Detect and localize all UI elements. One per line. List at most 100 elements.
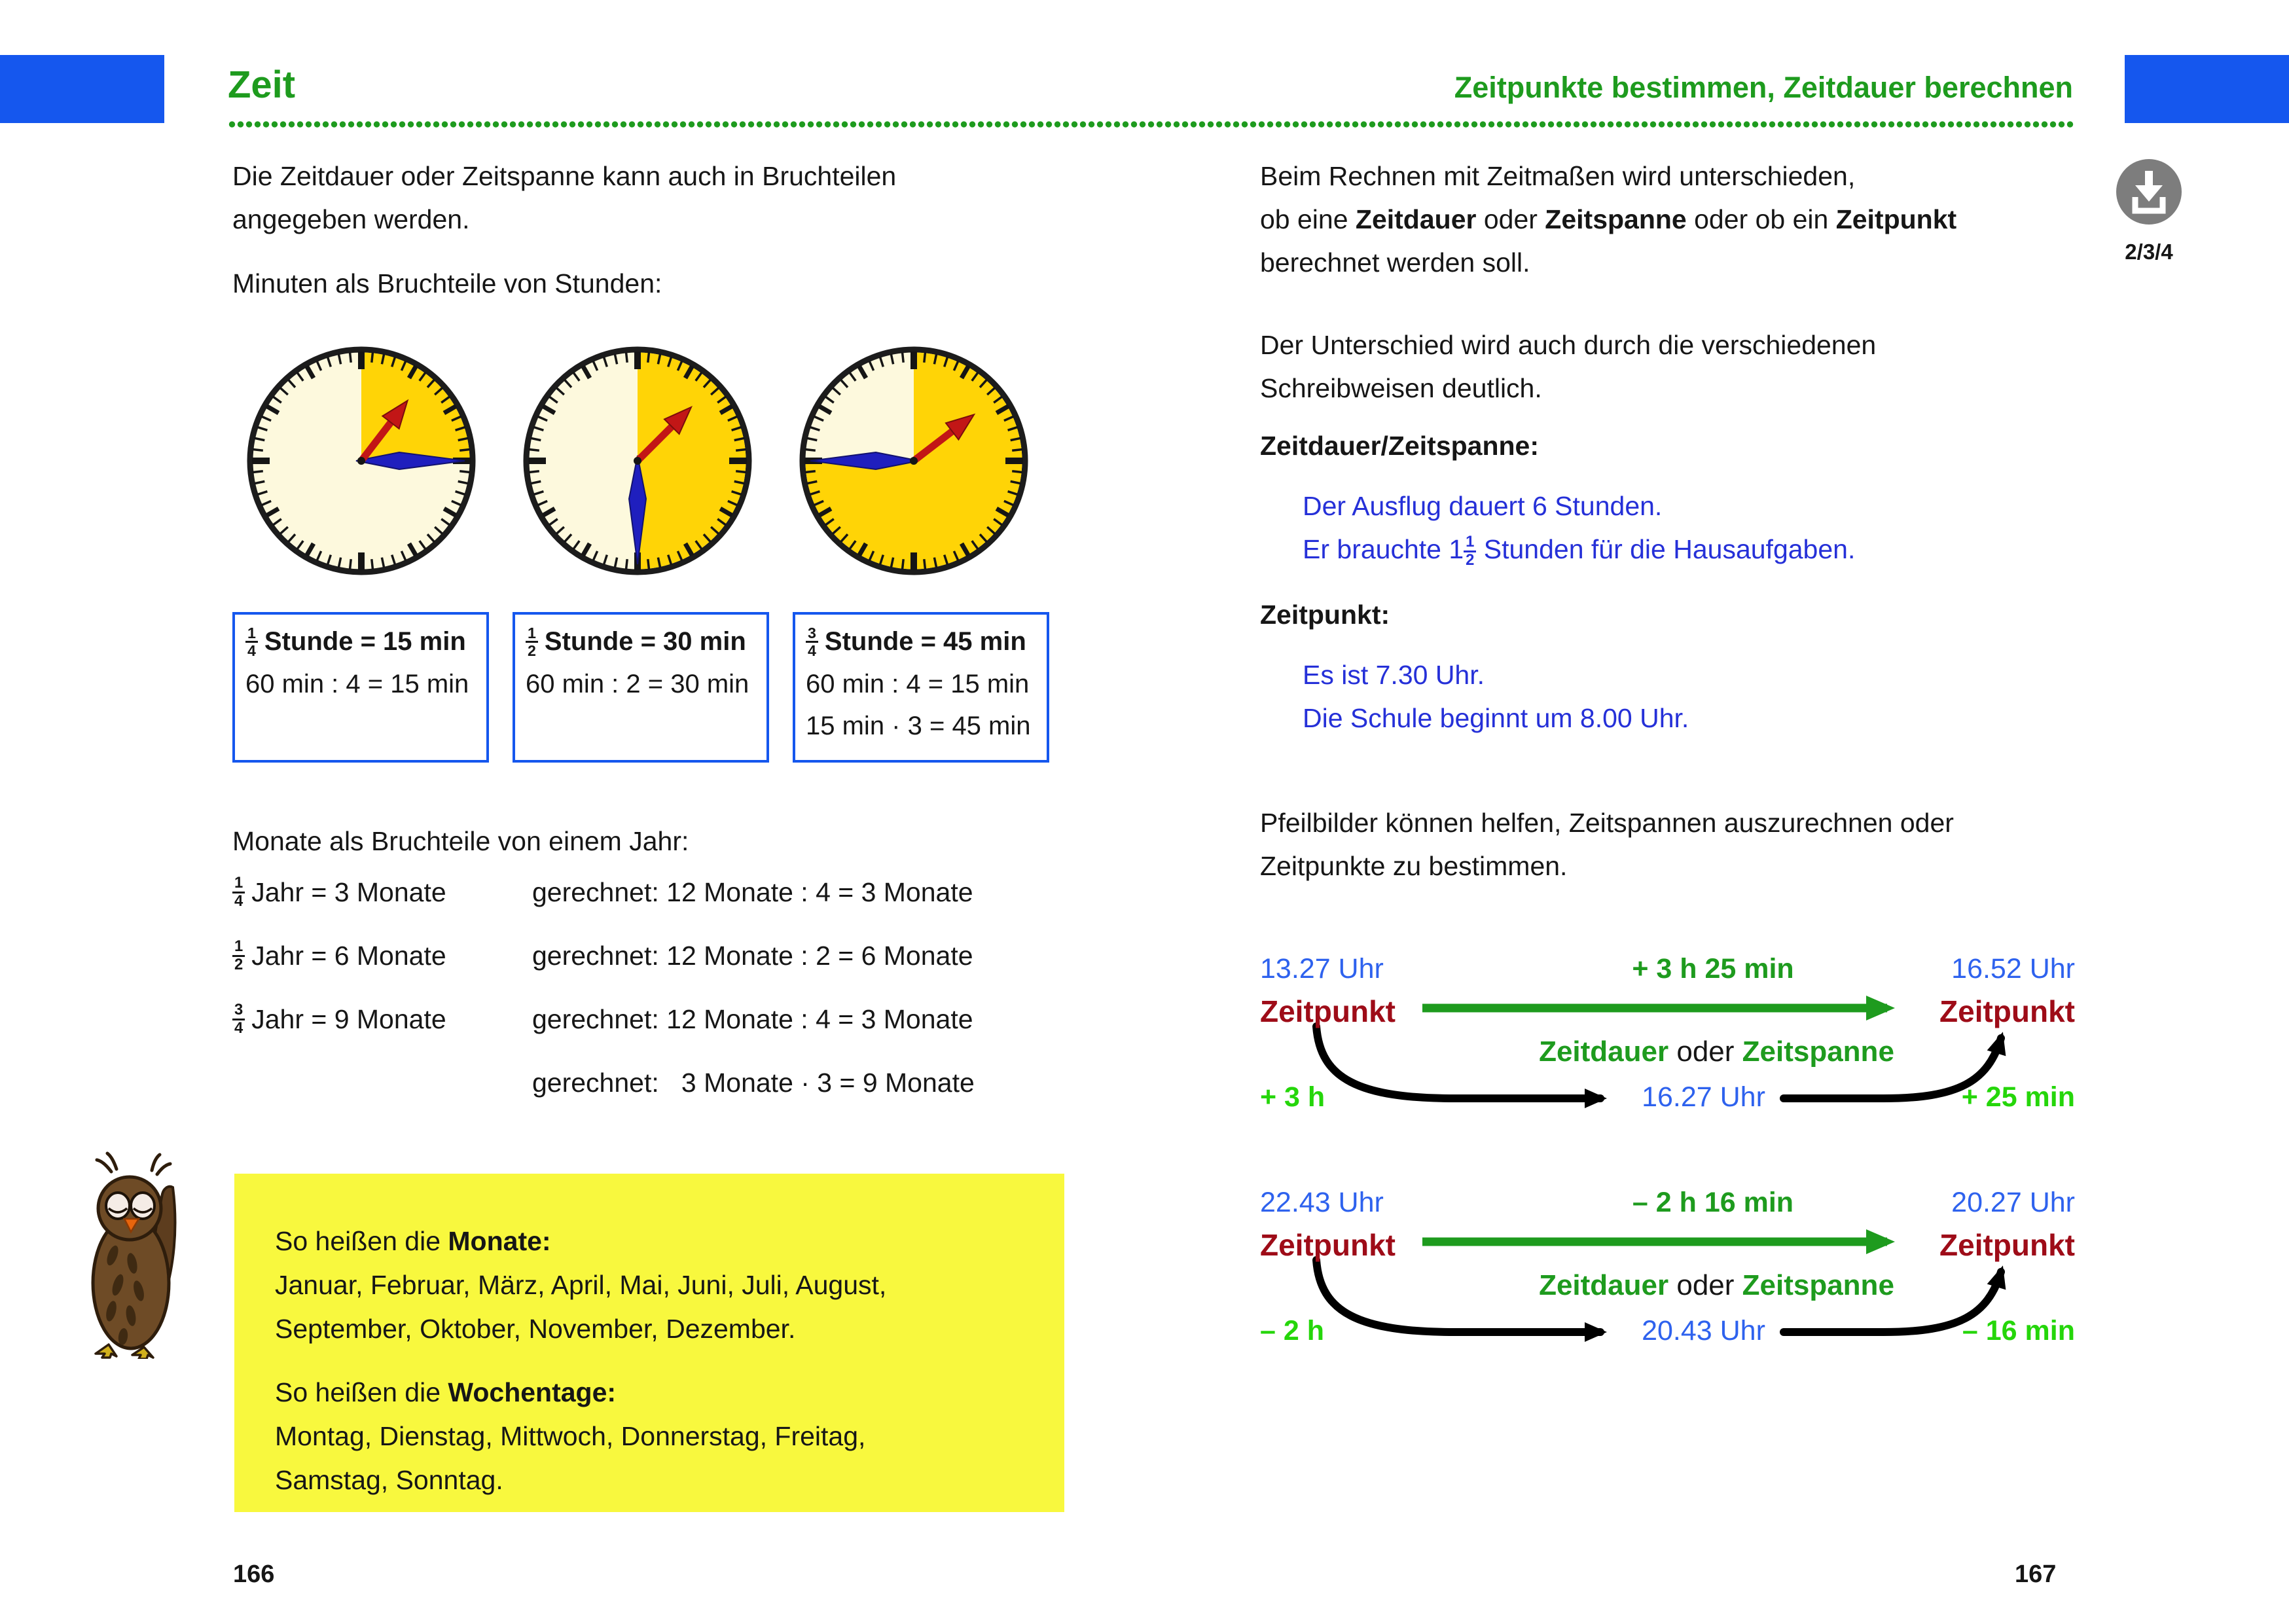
- clock-three-quarter-icon: [793, 340, 1034, 581]
- fraction-box-line: 15 min · 3 = 45 min: [806, 711, 1031, 740]
- infobox-weekdays-text: Montag, Dienstag, Mittwoch, Donnerstag, …: [275, 1421, 866, 1495]
- clock-quarter-icon: [241, 340, 482, 581]
- page-number-right: 167: [2015, 1561, 2057, 1588]
- start-label: Zeitpunkt: [1260, 1228, 1396, 1262]
- year-fraction-table: 1 4 Jahr = 3 Monate gerechnet: 12 Monate : …: [232, 871, 1162, 1125]
- minutes-heading: Minuten als Bruchteile von Stunden:: [232, 268, 662, 298]
- text-segment: Zeitdauer: [1539, 1269, 1669, 1301]
- fraction-box-title: 1 4 Stunde = 15 min: [245, 625, 486, 659]
- point-heading: Zeitpunkt:: [1260, 600, 1390, 630]
- year-fraction-row: 3 4 Jahr = 9 Monate gerechnet: 12 Monate : …: [232, 998, 1162, 1041]
- end-time: 16.52 Uhr: [1951, 953, 2075, 984]
- arrow-graphics: [1312, 1229, 2006, 1342]
- step-minutes: + 25 min: [1961, 1081, 2075, 1113]
- start-time: 13.27 Uhr: [1260, 953, 1384, 984]
- step-hours: + 3 h: [1260, 1081, 1325, 1113]
- text-segment: So heißen die: [275, 1377, 448, 1407]
- step-hours: – 2 h: [1260, 1315, 1324, 1346]
- year-fraction-row: 1 2 Jahr = 6 Monate gerechnet: 12 Monate : …: [232, 934, 1162, 977]
- text-segment: Zeitpunkt: [1835, 204, 1957, 234]
- text-segment: Stunden für die Hausaufgaben.: [1476, 534, 1856, 564]
- start-label: Zeitpunkt: [1260, 994, 1396, 1028]
- intermediate-time: 16.27 Uhr: [1642, 1081, 1765, 1113]
- clock-illustrations: [241, 340, 1053, 581]
- fraction-box-line: 60 min : 4 = 15 min: [806, 669, 1030, 698]
- year-fraction-row: 1 4 Jahr = 3 Monate gerechnet: 12 Monate : …: [232, 871, 1162, 914]
- right-second-paragraph: Der Unterschied wird auch durch die vers…: [1260, 330, 1877, 403]
- duration-span-label: Zeitdauer oder Zeitspanne: [1358, 1036, 2075, 1068]
- text-segment: Zeitdauer: [1539, 1036, 1669, 1068]
- start-time: 22.43 Uhr: [1260, 1187, 1384, 1218]
- point-examples: Es ist 7.30 Uhr. Die Schule beginnt um 8…: [1303, 660, 1689, 733]
- arrow-diagram-addition: 13.27 Uhr + 3 h 25 min 16.52 Uhr Zeitpun…: [1260, 943, 2075, 1139]
- header-accent-bar-right: [2125, 55, 2289, 123]
- year-fraction-row: gerechnet: 3 Monate · 3 = 9 Monate: [232, 1061, 1162, 1104]
- year-fraction-calc: gerechnet: 12 Monate : 4 = 3 Monate: [532, 877, 973, 907]
- fraction-box: 1 4 Stunde = 15 min 60 min : 4 = 15 min: [232, 612, 489, 763]
- months-weekdays-infobox: So heißen die Monate: Januar, Februar, M…: [234, 1174, 1064, 1512]
- year-fraction-left: 1 2 Jahr = 6 Monate: [232, 934, 532, 977]
- section-title: Zeitpunkte bestimmen, Zeitdauer berechne…: [1454, 71, 2073, 104]
- months-heading: Monate als Bruchteile von einem Jahr:: [232, 826, 689, 856]
- step-minutes: – 16 min: [1962, 1315, 2075, 1346]
- clock-face: [799, 346, 1028, 575]
- clock-half-icon: [517, 340, 758, 581]
- infobox-months-text: Januar, Februar, März, April, Mai, Juni,…: [275, 1270, 887, 1344]
- clock-face: [247, 346, 476, 575]
- owl-illustration: [91, 1151, 177, 1359]
- text-segment: Wochentage:: [448, 1377, 617, 1407]
- arrow-pictures-paragraph: Pfeilbilder können helfen, Zeitspannen a…: [1260, 808, 1954, 881]
- year-fraction-calc: gerechnet: 12 Monate : 4 = 3 Monate: [532, 1004, 973, 1034]
- fraction-box: 1 2 Stunde = 30 min 60 min : 2 = 30 min: [513, 612, 769, 763]
- duration-span-label: Zeitdauer oder Zeitspanne: [1358, 1269, 2075, 1302]
- fraction-box: 3 4 Stunde = 45 min 60 min : 4 = 15 min 15 m…: [793, 612, 1049, 763]
- text-segment: berechnet werden soll.: [1260, 247, 1530, 278]
- fraction-box-title: 1 2 Stunde = 30 min: [526, 625, 766, 659]
- text-segment: So heißen die: [275, 1226, 448, 1256]
- intermediate-time: 20.43 Uhr: [1642, 1315, 1765, 1346]
- chapter-title: Zeit: [228, 63, 296, 106]
- text-segment: Zeitspanne: [1742, 1269, 1894, 1301]
- infobox-weekdays-label: So heißen die Wochentage:: [275, 1371, 1038, 1415]
- time-delta: – 2 h 16 min: [1632, 1187, 1794, 1218]
- download-widget: 2/3/4: [2115, 158, 2183, 264]
- year-fraction-calc: gerechnet: 3 Monate · 3 = 9 Monate: [532, 1068, 975, 1098]
- text-segment: Zeitspanne: [1742, 1036, 1894, 1068]
- fraction-box-line: 60 min : 4 = 15 min: [245, 669, 469, 698]
- arrow-diagram-subtraction: 22.43 Uhr – 2 h 16 min 20.27 Uhr Zeitpun…: [1260, 1176, 2075, 1373]
- end-label: Zeitpunkt: [1939, 1228, 2075, 1262]
- download-reference: 2/3/4: [2125, 240, 2173, 264]
- fraction-box-title: 3 4 Stunde = 45 min: [806, 625, 1047, 659]
- text-segment: oder: [1476, 204, 1545, 234]
- year-fraction-left: 3 4 Jahr = 9 Monate: [232, 998, 532, 1041]
- dotted-divider: [228, 120, 2075, 128]
- fraction-boxes: 1 4 Stunde = 15 min 60 min : 4 = 15 min 1 2 St…: [232, 612, 1049, 763]
- clock-face: [523, 346, 752, 575]
- text-segment: oder: [1668, 1269, 1742, 1301]
- text-segment: Beim Rechnen mit Zeitmaßen wird untersch…: [1260, 161, 1856, 234]
- duration-heading: Zeitdauer/Zeitspanne:: [1260, 431, 1540, 461]
- text-segment: Zeitspanne: [1545, 204, 1687, 234]
- fraction-box-line: 60 min : 2 = 30 min: [526, 669, 749, 698]
- download-icon[interactable]: [2115, 158, 2183, 226]
- time-delta: + 3 h 25 min: [1632, 953, 1794, 984]
- year-fraction-calc: gerechnet: 12 Monate : 2 = 6 Monate: [532, 941, 973, 971]
- text-segment: Monate:: [448, 1226, 551, 1256]
- page-number-left: 166: [233, 1561, 275, 1588]
- end-time: 20.27 Uhr: [1951, 1187, 2075, 1218]
- right-intro-paragraph: Beim Rechnen mit Zeitmaßen wird untersch…: [1260, 154, 2111, 284]
- text-segment: oder ob ein: [1686, 204, 1836, 234]
- text-segment: oder: [1668, 1036, 1742, 1068]
- infobox-months-label: So heißen die Monate:: [275, 1219, 1038, 1263]
- text-segment: Der Ausflug dauert 6 Stunden. Er braucht…: [1303, 491, 1663, 564]
- end-label: Zeitpunkt: [1939, 994, 2075, 1028]
- intro-paragraph: Die Zeitdauer oder Zeitspanne kann auch …: [232, 161, 897, 234]
- arrow-graphics: [1312, 996, 2006, 1108]
- year-fraction-left: 1 4 Jahr = 3 Monate: [232, 871, 532, 914]
